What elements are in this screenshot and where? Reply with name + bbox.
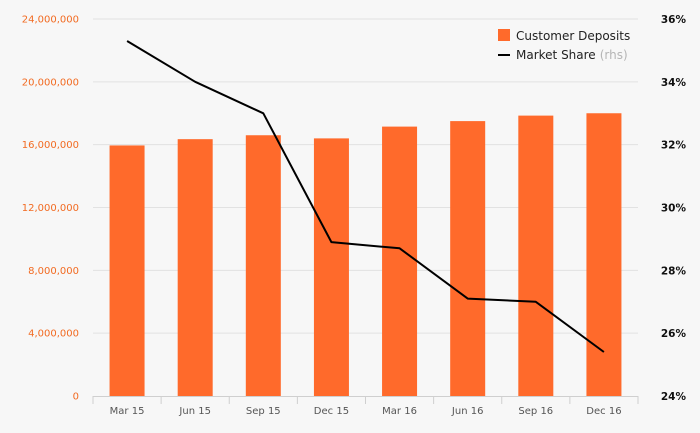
y-left-tick-label: 16,000,000 bbox=[22, 140, 79, 151]
y-left-tick-label: 24,000,000 bbox=[22, 15, 79, 26]
x-tick-label: Mar 15 bbox=[110, 406, 145, 417]
legend: Customer Deposits Market Share (rhs) bbox=[498, 29, 630, 62]
bar-customer-deposits bbox=[450, 121, 486, 397]
x-tick-label: Dec 16 bbox=[586, 406, 621, 417]
legend-market-share-suffix: (rhs) bbox=[600, 48, 628, 62]
legend-label-customer-deposits: Customer Deposits bbox=[516, 29, 630, 43]
bar-customer-deposits bbox=[109, 145, 145, 396]
y-right-tick-label: 32% bbox=[661, 140, 687, 152]
y-left-tick-label: 0 bbox=[73, 392, 79, 403]
x-tick-label: Sep 15 bbox=[246, 406, 281, 417]
x-tick-label: Jun 15 bbox=[178, 406, 211, 417]
x-tick-label: Dec 15 bbox=[314, 406, 349, 417]
y-right-tick-label: 26% bbox=[661, 328, 687, 340]
legend-market-share-name: Market Share bbox=[516, 48, 596, 62]
bar-customer-deposits bbox=[313, 138, 349, 396]
gridlines bbox=[93, 18, 638, 334]
legend-swatch-customer-deposits bbox=[498, 29, 510, 41]
y-left-tick-label: 20,000,000 bbox=[22, 77, 79, 88]
x-tick-label: Mar 16 bbox=[382, 406, 417, 417]
y-left-tick-label: 8,000,000 bbox=[28, 266, 79, 277]
line-market-share bbox=[126, 40, 605, 353]
bar-customer-deposits bbox=[586, 113, 622, 396]
market-share-line-group bbox=[126, 40, 605, 353]
bar-customer-deposits bbox=[518, 115, 554, 396]
y-right-tick-label: 28% bbox=[661, 265, 687, 277]
x-tick-label: Sep 16 bbox=[518, 406, 553, 417]
y-right-tick-label: 36% bbox=[661, 14, 687, 26]
y-left-tick-label: 12,000,000 bbox=[22, 203, 79, 214]
y-right-tick-label: 30% bbox=[661, 203, 687, 215]
bar-customer-deposits bbox=[382, 126, 418, 396]
legend-label-market-share: Market Share (rhs) bbox=[516, 48, 628, 62]
x-tick-label: Jun 16 bbox=[451, 406, 484, 417]
axes: 0 4,000,000 8,000,000 12,000,000 16,000,000 2… bbox=[22, 14, 687, 417]
deposit-bars bbox=[109, 113, 622, 397]
y-left-tick-label: 4,000,000 bbox=[28, 329, 79, 340]
y-right-tick-label: 34% bbox=[661, 77, 687, 89]
bar-customer-deposits bbox=[245, 135, 281, 396]
bar-customer-deposits bbox=[177, 139, 213, 396]
y-right-tick-label: 24% bbox=[661, 391, 687, 403]
